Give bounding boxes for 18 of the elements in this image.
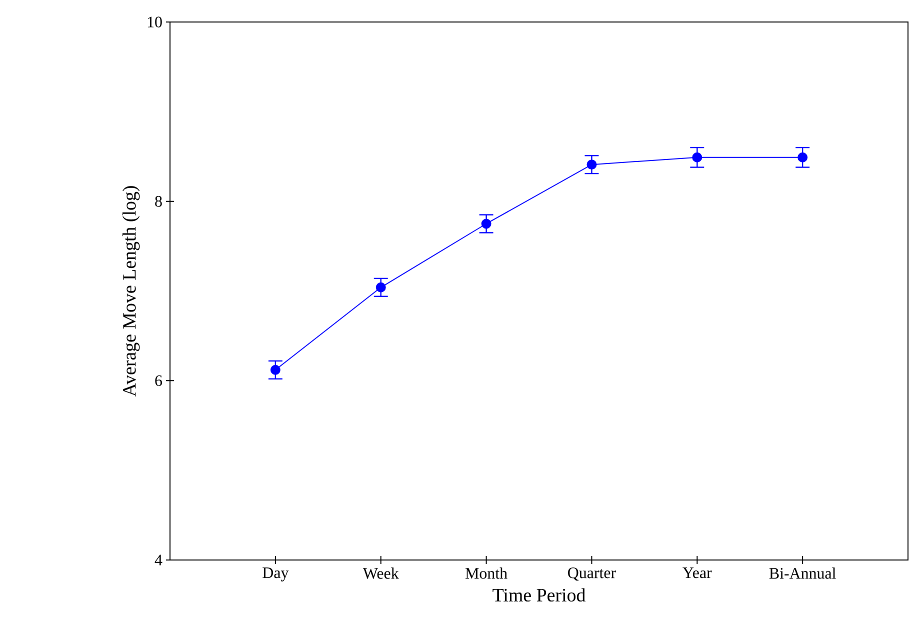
point	[586, 160, 597, 170]
x-tick-label: Bi-Annual	[769, 568, 836, 579]
x-tick-label: Month	[465, 568, 508, 579]
y-tick-label: 8	[155, 196, 162, 207]
y-axis-title: Average Move Length (log)	[122, 186, 140, 397]
y-tick-label: 4	[154, 554, 162, 566]
x-tick-label: Quarter	[568, 568, 616, 581]
x-axis-title: Time Period	[492, 588, 586, 602]
point	[692, 152, 702, 162]
y-tick-label: 10	[148, 16, 162, 28]
point	[798, 152, 808, 162]
x-tick-label: Week	[362, 568, 399, 579]
point	[481, 218, 492, 229]
x-tick-label: Day	[262, 568, 289, 582]
x-tick-label: Year	[682, 568, 712, 578]
point	[376, 282, 386, 292]
point	[270, 364, 280, 375]
y-tick-label: 6	[155, 375, 162, 386]
